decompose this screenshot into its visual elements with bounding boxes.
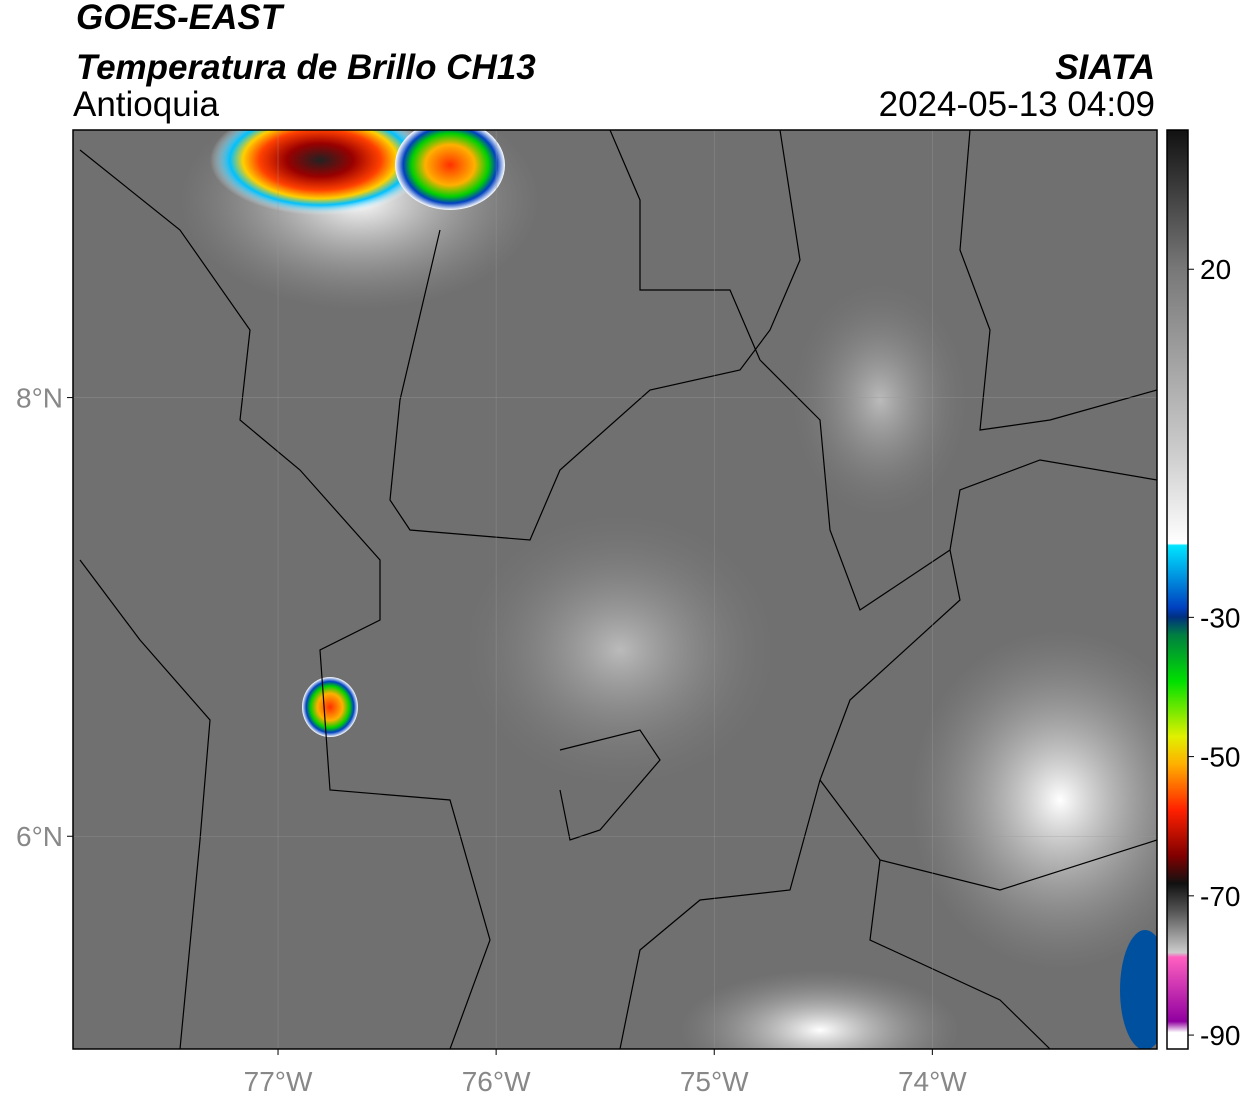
colorbar-tick-label: -30: [1200, 602, 1240, 633]
map-frame: [72, 129, 1158, 1050]
region: Antioquia: [73, 85, 219, 124]
colorbar-tick-label: -90: [1200, 1020, 1240, 1051]
colorbar: [1166, 129, 1189, 1050]
colorbar-tick-label: -50: [1200, 742, 1240, 773]
title: GOES-EAST: [76, 0, 285, 37]
x-tick-label: 76°W: [462, 1066, 531, 1097]
datetime: 2024-05-13 04:09: [879, 85, 1155, 124]
x-tick-label: 77°W: [244, 1066, 313, 1097]
x-tick-label: 75°W: [680, 1066, 749, 1097]
subtitle: Temperatura de Brillo CH13: [76, 48, 536, 87]
y-tick-label: 8°N: [16, 383, 63, 414]
source: SIATA: [1055, 48, 1155, 87]
y-tick-label: 6°N: [16, 821, 63, 852]
colorbar-tick-label: 20: [1200, 254, 1231, 285]
x-tick-label: 74°W: [898, 1066, 967, 1097]
colorbar-tick-label: -70: [1200, 881, 1240, 912]
satellite-image: [73, 130, 1157, 1049]
